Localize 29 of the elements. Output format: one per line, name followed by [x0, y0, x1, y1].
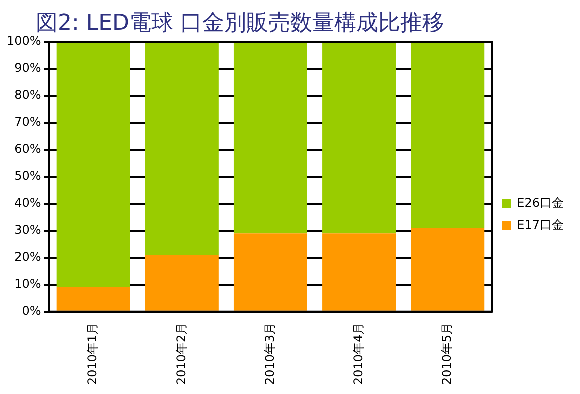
y-tick-label: 20% — [14, 250, 42, 264]
y-tick-label: 50% — [14, 169, 42, 184]
y-tick-label: 10% — [14, 276, 42, 291]
x-tick-label: 2010年1月 — [86, 322, 100, 386]
legend-label: E17口金 — [517, 218, 564, 232]
x-tick-label: 2010年3月 — [262, 322, 277, 386]
y-tick-label: 30% — [14, 223, 42, 238]
y-tick-label: 70% — [14, 115, 42, 130]
x-tick-label: 2010年4月 — [351, 322, 366, 386]
bar — [234, 234, 308, 311]
bar — [145, 255, 219, 311]
y-tick-label: 0% — [22, 304, 42, 318]
x-tick-label: 2010年2月 — [174, 322, 188, 386]
bar — [145, 42, 219, 256]
bar — [411, 42, 485, 228]
legend-label: E26口金 — [517, 196, 564, 210]
x-tick-label: 2010年5月 — [440, 322, 454, 386]
y-tick-label: 100% — [6, 34, 42, 48]
bar — [234, 42, 308, 234]
y-tick-label: 60% — [14, 142, 42, 156]
y-tick-label: 80% — [14, 88, 42, 102]
bar — [56, 288, 130, 311]
bar — [322, 234, 396, 311]
bar — [322, 42, 396, 234]
bar — [56, 42, 130, 288]
y-tick-label: 40% — [14, 196, 42, 210]
y-tick-label: 90% — [14, 61, 42, 76]
chart-title: 図2: LED電球 口金別販売数量構成比推移 — [36, 10, 444, 36]
bar — [411, 228, 485, 311]
